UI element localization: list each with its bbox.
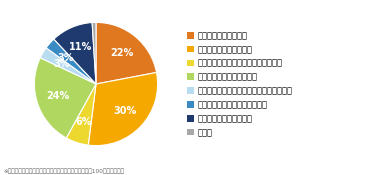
- Text: 6%: 6%: [75, 117, 92, 127]
- Text: 3%: 3%: [53, 59, 70, 69]
- Text: 22%: 22%: [110, 48, 133, 58]
- Text: ※小数点以下を四捨五入しているため、必ずしも合計が100になるない。: ※小数点以下を四捨五入しているため、必ずしも合計が100になるない。: [4, 169, 125, 174]
- Wedge shape: [46, 39, 96, 84]
- Wedge shape: [40, 48, 96, 84]
- Wedge shape: [92, 22, 96, 84]
- Text: 11%: 11%: [68, 42, 92, 52]
- Text: 3%: 3%: [58, 52, 74, 62]
- Text: 30%: 30%: [114, 106, 137, 116]
- Wedge shape: [96, 22, 157, 84]
- Wedge shape: [88, 72, 157, 146]
- Wedge shape: [66, 84, 96, 145]
- Legend: 既に必要な対応が完了, 現在取り組んでいる最中, 対応が決まり、これから取り組む予定, 対応を検討をしている最中, 対応が必要だが、何をすべきか分からない, 対: 既に必要な対応が完了, 現在取り組んでいる最中, 対応が決まり、これから取り組む…: [187, 31, 292, 137]
- Wedge shape: [35, 58, 96, 138]
- Text: 24%: 24%: [46, 91, 70, 101]
- Wedge shape: [54, 23, 96, 84]
